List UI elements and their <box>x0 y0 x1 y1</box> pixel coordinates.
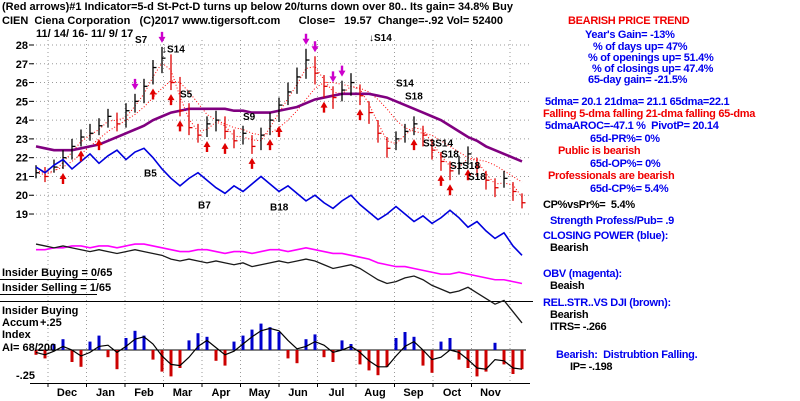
stat-days-up: % of days up= 47% <box>593 41 688 53</box>
svg-text:↓S14: ↓S14 <box>162 45 185 56</box>
axis-labels: 28 27 26 25 24 23 22 21 20 19 Dec Jan Feb Mar Apr May Ju… <box>16 40 502 399</box>
svg-text:Mar: Mar <box>173 387 193 399</box>
svg-text:23: 23 <box>16 134 28 146</box>
price-bars <box>35 46 526 209</box>
stat-closings-up: % of closings up= 47.4% <box>592 63 714 75</box>
oscillator-lower-bound: -.25 <box>16 370 35 382</box>
oscillator-title-line1: Insider Buying <box>2 305 79 317</box>
svg-text:B7: B7 <box>198 200 211 211</box>
svg-text:S1S18: S1S18 <box>450 161 480 172</box>
svg-text:S3S14: S3S14 <box>423 138 453 149</box>
stat-65d-pr: 65d-PR%= 0% <box>590 133 660 145</box>
svg-text:↓S14: ↓S14 <box>369 33 392 44</box>
ip-value: IP= -.198 <box>570 361 613 373</box>
stat-cp-vs-pr: CP%vsPr%= 5.4% <box>543 199 635 211</box>
relstr-heading: REL.STR..VS DJI (brown): <box>543 297 671 309</box>
stat-years-gain: Year's Gain= -13% <box>585 29 675 41</box>
itrs-value: ITRS= -.266 <box>550 321 607 333</box>
svg-text:27: 27 <box>16 59 28 71</box>
svg-text:Jul: Jul <box>329 387 345 399</box>
obv-heading: OBV (magenta): <box>543 268 622 280</box>
svg-text:S7: S7 <box>135 35 148 46</box>
buy-sell-arrow-icons <box>59 31 472 196</box>
gridlines <box>32 40 530 382</box>
svg-text:S18: S18 <box>468 172 486 183</box>
svg-text:Sep: Sep <box>403 387 423 399</box>
svg-text:24: 24 <box>16 115 29 127</box>
svg-text:Oct: Oct <box>443 387 462 399</box>
svg-text:S9: S9 <box>243 112 256 123</box>
relstr-state: Bearish <box>550 309 589 321</box>
accumulation-index-value: AI= 68/200 <box>2 342 57 354</box>
stat-public-sentiment: Public is bearish <box>558 145 641 157</box>
stat-65day-gain: 65-day gain= -21.5% <box>588 74 688 86</box>
stat-aroc-pivot: 5dmaAROC=-47.1 % PivotP= 20.14 <box>545 120 719 132</box>
svg-text:22: 22 <box>16 153 28 165</box>
oscillator-upper-bound: +.25 <box>40 317 62 329</box>
svg-text:B18: B18 <box>270 202 289 213</box>
svg-text:26: 26 <box>16 78 28 90</box>
closing-power-heading: CLOSING POWER (blue): <box>543 230 669 242</box>
stat-strength-ratio: Strength Profess/Pub= .9 <box>550 215 674 227</box>
svg-text:S18: S18 <box>441 150 459 161</box>
svg-text:21: 21 <box>16 171 28 183</box>
indicator-description-line: (Red arrows)#1 Indicator=5-d St-Pct-D tu… <box>2 1 514 13</box>
svg-text:Apr: Apr <box>212 387 232 399</box>
svg-text:B5: B5 <box>144 168 157 179</box>
distribution-state: Bearish: Distrubtion Falling. <box>556 349 698 361</box>
stat-falling-mas: Falling 5-dma falling 21-dma falling 65-… <box>543 108 756 120</box>
svg-text:S14: S14 <box>396 78 414 89</box>
insider-accumulation-histogram <box>34 323 524 377</box>
svg-text:20: 20 <box>16 190 28 202</box>
svg-text:Jun: Jun <box>288 387 308 399</box>
svg-text:25: 25 <box>16 96 28 108</box>
insider-buying-count: Insider Buying = 0/65 <box>2 267 113 279</box>
closing-power-state: Bearish <box>550 242 589 254</box>
svg-text:Feb: Feb <box>134 387 154 399</box>
oscillator-title-line2: Accum <box>2 317 39 329</box>
stat-65d-op: 65d-OP%= 0% <box>590 158 661 170</box>
trend-headline: BEARISH PRICE TREND <box>568 15 690 27</box>
svg-text:S18: S18 <box>405 91 423 102</box>
svg-text:Nov: Nov <box>480 387 502 399</box>
obv-state: Beaish <box>550 280 585 292</box>
svg-text:May: May <box>249 387 271 399</box>
ticker-summary-line: CIEN Ciena Corporation (C)2017 www.tiger… <box>2 15 503 27</box>
stat-openings-up: % of openings up= 51.4% <box>588 52 714 64</box>
stat-moving-averages: 5dma= 20.1 21dma= 21.1 65dma=22.1 <box>545 96 730 108</box>
svg-text:Aug: Aug <box>364 387 385 399</box>
oscillator-title-line3: Index <box>2 329 31 341</box>
svg-text:Jan: Jan <box>96 387 115 399</box>
svg-text:28: 28 <box>16 40 28 52</box>
svg-text:Dec: Dec <box>57 387 77 399</box>
stat-65d-cp: 65d-CP%= 5.4% <box>590 183 669 195</box>
indicator-lines <box>35 147 523 324</box>
separator-lines <box>0 279 533 384</box>
signal-labels: S7↓S14S5S9↓S14S14S18S3S14S18S1S18S18B5B7… <box>135 33 486 213</box>
date-range: 11/ 14/ 16- 11/ 9/ 17 <box>36 28 134 40</box>
svg-text:S5: S5 <box>180 90 193 101</box>
insider-selling-count: Insider Selling = 1/65 <box>2 282 112 294</box>
svg-text:19: 19 <box>16 209 28 221</box>
stat-professional-sentiment: Professionals are bearish <box>548 170 675 182</box>
